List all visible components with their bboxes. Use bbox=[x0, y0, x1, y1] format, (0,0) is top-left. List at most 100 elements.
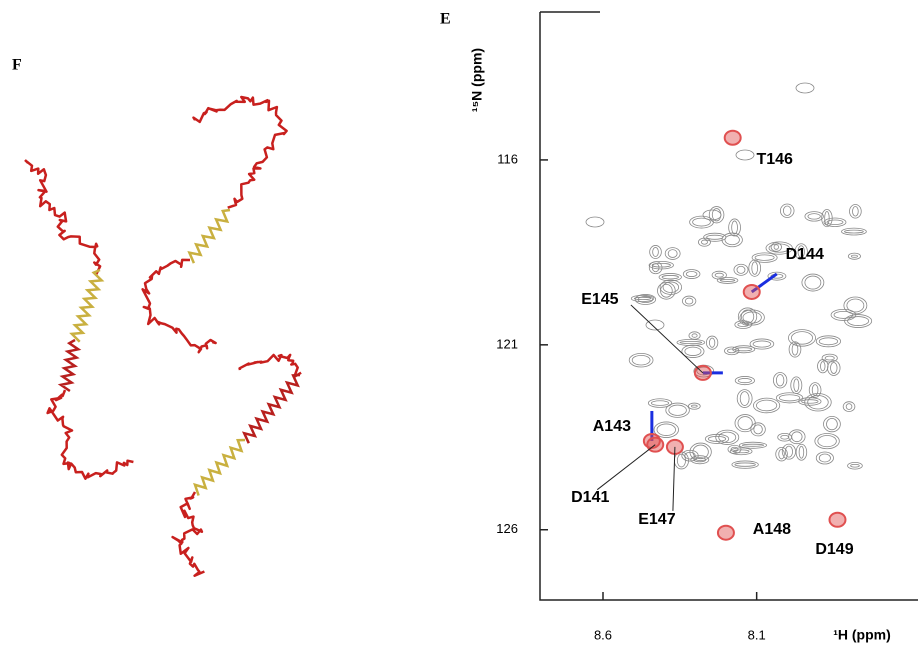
contour bbox=[751, 252, 778, 263]
contour bbox=[852, 206, 859, 217]
contour bbox=[724, 234, 740, 246]
contour bbox=[737, 416, 753, 431]
protein-structures bbox=[24, 95, 302, 577]
y-tick-label: 126 bbox=[496, 521, 518, 536]
contour bbox=[734, 462, 756, 467]
contour bbox=[833, 310, 854, 319]
contour bbox=[706, 234, 724, 240]
contour bbox=[788, 341, 802, 358]
contour bbox=[687, 402, 701, 410]
contour bbox=[750, 422, 766, 437]
peak-label: E145 bbox=[581, 291, 618, 308]
contour bbox=[846, 298, 865, 313]
coil bbox=[141, 258, 217, 354]
contour bbox=[843, 296, 868, 315]
contour bbox=[668, 404, 687, 416]
x-tick-label: 8.1 bbox=[748, 627, 766, 642]
contour bbox=[682, 269, 701, 279]
contour bbox=[778, 449, 785, 460]
contour bbox=[708, 206, 725, 224]
contour bbox=[585, 216, 605, 228]
contour bbox=[775, 392, 804, 404]
contour bbox=[820, 361, 826, 372]
contour bbox=[826, 219, 844, 225]
contour bbox=[818, 453, 831, 463]
peak-label: E147 bbox=[638, 511, 675, 528]
contour bbox=[648, 261, 663, 275]
contour bbox=[739, 391, 750, 406]
contour bbox=[801, 399, 819, 404]
contour bbox=[740, 309, 755, 324]
contour bbox=[651, 262, 671, 268]
peak-label: D149 bbox=[815, 541, 853, 558]
contour bbox=[657, 281, 676, 300]
contour bbox=[630, 294, 655, 302]
contour bbox=[650, 400, 670, 406]
contour bbox=[739, 309, 765, 326]
contour bbox=[795, 82, 815, 94]
contour bbox=[818, 337, 839, 346]
contour bbox=[778, 394, 801, 402]
contour bbox=[724, 346, 740, 356]
contour bbox=[692, 217, 711, 227]
helix bbox=[241, 373, 301, 444]
contour bbox=[704, 433, 730, 444]
contour bbox=[634, 294, 657, 305]
contour bbox=[733, 263, 749, 276]
contour bbox=[784, 445, 793, 458]
contour bbox=[734, 376, 755, 386]
contour bbox=[767, 271, 787, 281]
contour bbox=[791, 343, 799, 356]
contour bbox=[697, 237, 711, 247]
coil bbox=[24, 159, 102, 275]
leader-line bbox=[596, 444, 656, 491]
contour bbox=[649, 245, 662, 259]
contour bbox=[807, 213, 821, 220]
leader-line bbox=[672, 446, 676, 511]
contour bbox=[656, 423, 676, 436]
contour bbox=[775, 447, 788, 462]
contour bbox=[821, 209, 833, 228]
contour bbox=[665, 402, 690, 418]
contour bbox=[667, 249, 678, 258]
peak bbox=[828, 511, 847, 528]
x-axis-label: ¹H (ppm) bbox=[833, 627, 891, 643]
contour bbox=[777, 432, 793, 442]
contour bbox=[727, 444, 742, 454]
contour bbox=[736, 265, 746, 274]
contour bbox=[731, 220, 738, 235]
contour bbox=[711, 270, 727, 280]
contour bbox=[847, 252, 861, 260]
contour bbox=[791, 431, 803, 443]
contour bbox=[754, 254, 775, 261]
contour bbox=[737, 307, 758, 326]
contour bbox=[748, 259, 762, 277]
contour bbox=[737, 378, 752, 384]
contour bbox=[732, 449, 750, 454]
x-tick-label: 8.6 bbox=[594, 627, 612, 642]
contour bbox=[681, 295, 697, 307]
contour bbox=[791, 331, 813, 345]
contour bbox=[847, 316, 870, 326]
contour bbox=[728, 218, 741, 237]
contour bbox=[827, 360, 841, 376]
contour bbox=[770, 242, 782, 252]
contour bbox=[731, 460, 759, 469]
contour bbox=[830, 362, 838, 374]
contour bbox=[727, 348, 737, 354]
contour bbox=[801, 273, 825, 292]
coil bbox=[192, 95, 288, 209]
contour bbox=[817, 435, 837, 448]
contour bbox=[738, 441, 768, 449]
helix bbox=[57, 338, 82, 393]
contour bbox=[721, 232, 743, 248]
peak bbox=[742, 283, 761, 300]
shift-line bbox=[750, 272, 778, 294]
contour bbox=[702, 209, 722, 221]
contour bbox=[647, 398, 673, 408]
contour bbox=[676, 453, 686, 468]
contour bbox=[679, 340, 703, 344]
contour bbox=[681, 344, 705, 358]
contour bbox=[772, 372, 788, 389]
contour bbox=[684, 297, 694, 305]
